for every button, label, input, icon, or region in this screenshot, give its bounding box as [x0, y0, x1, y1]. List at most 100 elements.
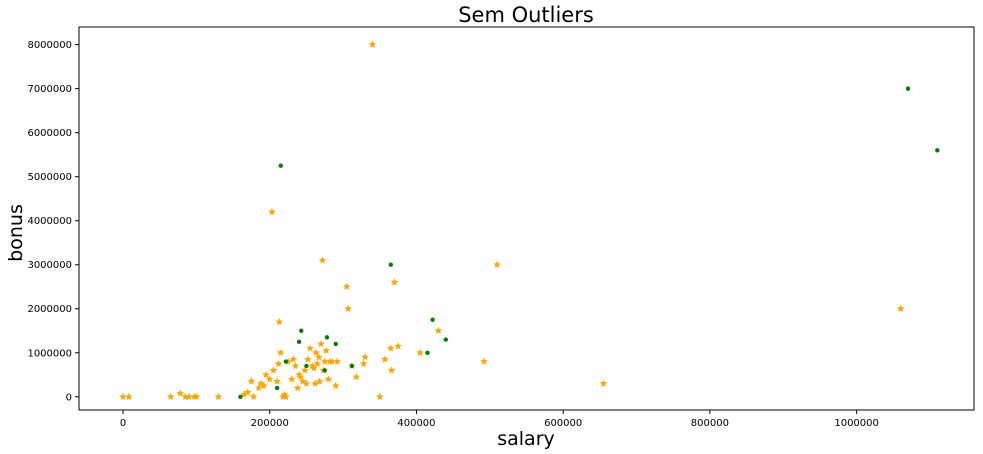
star-point — [387, 366, 396, 374]
star-point — [480, 357, 488, 365]
y-tick-label: 7000000 — [27, 84, 72, 95]
dot-point — [274, 385, 280, 391]
star-point — [268, 207, 276, 216]
y-tick-label: 0 — [66, 392, 72, 403]
x-axis-label: salary — [497, 428, 555, 450]
star-point — [352, 372, 361, 381]
star-point — [301, 366, 309, 374]
star-point — [274, 359, 283, 368]
star-point — [344, 304, 353, 312]
star-point — [381, 355, 389, 363]
star-point — [361, 353, 369, 361]
star-point — [302, 379, 311, 387]
star-point — [493, 260, 501, 268]
star-point — [333, 357, 342, 365]
star-point — [322, 346, 331, 354]
x-tick-label: 1000000 — [834, 418, 879, 429]
dot-point — [425, 350, 430, 355]
star-point — [359, 359, 368, 368]
star-point — [282, 392, 290, 401]
star-point — [324, 375, 333, 383]
star-point — [269, 366, 278, 374]
star-point — [249, 392, 258, 401]
star-point — [185, 392, 193, 401]
x-tick-label: 0 — [120, 418, 126, 429]
star-point — [331, 381, 340, 390]
dot-point — [333, 341, 338, 347]
star-point — [386, 344, 395, 352]
star-point — [260, 381, 268, 390]
x-axis-ticks: 0 200000 400000 600000 800000 1000000 — [120, 410, 879, 429]
star-point — [214, 392, 223, 401]
x-tick-label: 400000 — [397, 418, 435, 429]
star-point — [304, 355, 312, 363]
x-tick-label: 200000 — [251, 418, 289, 429]
dot-point — [322, 368, 327, 373]
star-point — [119, 392, 127, 401]
data-points — [119, 40, 940, 401]
dot-point — [304, 363, 309, 369]
star-point — [368, 40, 377, 48]
star-point — [896, 304, 905, 312]
star-point — [312, 348, 320, 357]
star-point — [254, 383, 263, 392]
y-tick-label: 8000000 — [27, 40, 72, 51]
dot-point — [935, 148, 940, 153]
star-point — [390, 278, 399, 286]
y-axis-label: bonus — [5, 204, 27, 262]
star-point — [166, 392, 175, 401]
y-tick-label: 2000000 — [27, 304, 72, 315]
star-point — [342, 282, 351, 290]
star-point — [320, 357, 329, 365]
dot-point — [238, 394, 243, 399]
star-point — [291, 361, 300, 370]
star-point — [275, 317, 284, 326]
star-point — [416, 348, 424, 357]
y-tick-label: 1000000 — [27, 348, 72, 359]
dot-point — [905, 86, 911, 91]
dot-point — [299, 328, 304, 333]
star-point — [328, 357, 336, 365]
star-point — [394, 342, 402, 350]
star-point — [243, 388, 252, 396]
star-point — [176, 389, 185, 397]
y-tick-label: 3000000 — [27, 260, 72, 271]
y-tick-label: 5000000 — [27, 172, 72, 183]
star-point — [315, 353, 323, 361]
star-point — [311, 379, 320, 387]
dot-point — [388, 262, 393, 267]
star-point — [247, 377, 256, 385]
y-tick-label: 6000000 — [27, 128, 72, 139]
star-point — [318, 256, 327, 264]
star-point — [262, 370, 270, 379]
chart-title: Sem Outliers — [458, 3, 594, 27]
x-tick-label: 800000 — [691, 418, 729, 429]
star-point — [317, 339, 325, 348]
star-point — [192, 392, 201, 401]
star-point — [599, 379, 608, 387]
dot-point — [324, 335, 330, 340]
y-tick-label: 4000000 — [27, 216, 72, 227]
dot-point — [349, 363, 355, 369]
dot-point — [296, 339, 302, 344]
star-point — [276, 348, 285, 357]
dot-point — [430, 317, 435, 322]
star-point — [309, 364, 318, 372]
star-point — [434, 326, 443, 334]
x-tick-label: 600000 — [544, 418, 582, 429]
star-point — [315, 377, 324, 385]
star-point — [293, 383, 302, 392]
star-point — [287, 375, 296, 383]
y-axis-ticks: 0 1000000 2000000 3000000 4000000 5000000 6000… — [27, 40, 79, 403]
star-point — [273, 377, 281, 385]
dot-point — [443, 337, 449, 342]
star-point — [265, 375, 274, 383]
dot-point — [278, 163, 283, 168]
dot-point — [283, 359, 289, 364]
star-point — [289, 355, 298, 363]
plot-frame — [78, 26, 975, 411]
star-point — [313, 359, 322, 368]
star-point — [125, 392, 133, 401]
star-point — [306, 344, 314, 352]
